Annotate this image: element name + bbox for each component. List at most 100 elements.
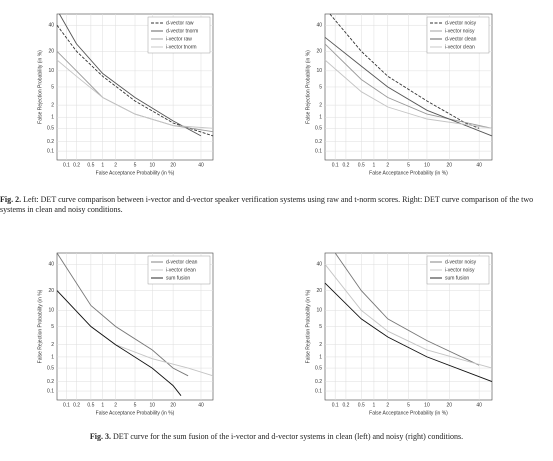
y-tick-label: 40 — [48, 23, 54, 29]
y-tick-label: 5 — [319, 84, 322, 90]
y-tick-label: 0.2 — [315, 379, 322, 385]
legend-label: i-vector clean — [166, 267, 196, 273]
x-tick-label: 0.2 — [73, 162, 80, 168]
y-axis-label: False Rejection Probability (in %) — [37, 50, 43, 124]
x-tick-label: 1 — [373, 402, 376, 408]
det-curve — [324, 282, 493, 383]
legend-label: i-vector noisy — [445, 267, 475, 273]
det-curve — [324, 264, 493, 369]
x-tick-label: 0.1 — [63, 402, 70, 408]
det-chart: 0.1 0.2 0.5 1 2 5 10 20 400.10.20.5125102040Fals… — [305, 252, 493, 416]
caption-text: Left: DET curve comparison between i-vec… — [0, 195, 534, 214]
x-tick-label: 40 — [198, 162, 204, 168]
y-tick-label: 1 — [51, 115, 54, 121]
y-tick-label: 40 — [316, 262, 322, 268]
x-tick-label: 10 — [149, 402, 155, 408]
y-tick-label: 40 — [48, 262, 54, 268]
x-tick-label: 2 — [114, 402, 117, 408]
x-axis-label: False Acceptance Probability (in %) — [369, 410, 448, 416]
x-tick-label: 20 — [170, 162, 176, 168]
legend-label: i-vector tnorm — [166, 44, 197, 50]
x-tick-label: 2 — [114, 162, 117, 168]
x-tick-label: 20 — [447, 402, 453, 408]
y-tick-label: 1 — [51, 354, 54, 360]
x-tick-label: 2 — [386, 402, 389, 408]
det-chart: 0.1 0.2 0.5 1 2 5 10 20 400.10.20.5125102040Fals… — [305, 13, 493, 176]
x-tick-label: 0.1 — [63, 162, 70, 168]
y-tick-label: 5 — [319, 324, 322, 330]
y-tick-label: 2 — [319, 342, 322, 348]
det-curve — [59, 13, 202, 137]
legend-label: d-vector noisy — [445, 259, 477, 265]
legend: d-vector clean i-vector clean sum fusion — [147, 255, 211, 285]
x-tick-label: 40 — [198, 402, 204, 408]
x-tick-label: 2 — [386, 162, 389, 168]
y-tick-label: 2 — [319, 102, 322, 108]
legend-label: i-vector raw — [166, 36, 192, 42]
legend-label: sum fusion — [445, 275, 469, 281]
y-tick-label: 0.1 — [47, 388, 54, 394]
x-tick-label: 0.2 — [342, 402, 349, 408]
x-tick-label: 0.2 — [342, 162, 349, 168]
legend-label: i-vector clean — [445, 44, 475, 50]
y-tick-label: 5 — [51, 84, 54, 90]
legend-label: d-vector noisy — [445, 20, 477, 26]
y-tick-label: 1 — [319, 115, 322, 121]
caption: Fig. 3. DET curve for the sum fusion of … — [0, 432, 553, 442]
y-axis-label: False Rejection Probability (in %) — [305, 289, 311, 363]
y-tick-label: 20 — [316, 288, 322, 294]
y-tick-label: 0.1 — [315, 148, 322, 154]
x-tick-label: 40 — [476, 402, 482, 408]
y-tick-label: 10 — [48, 68, 54, 74]
x-tick-label: 1 — [101, 162, 104, 168]
x-tick-label: 20 — [447, 162, 453, 168]
y-tick-label: 0.1 — [47, 148, 54, 154]
caption-label: Fig. 3. — [89, 432, 111, 441]
x-tick-label: 1 — [373, 162, 376, 168]
y-tick-label: 0.1 — [315, 388, 322, 394]
y-tick-label: 0.5 — [315, 365, 322, 371]
legend: d-vector noisy i-vector noisy d-vector cle… — [426, 16, 490, 54]
x-axis-label: False Acceptance Probability (in %) — [96, 170, 175, 176]
x-tick-label: 0.1 — [332, 402, 339, 408]
x-tick-label: 40 — [476, 162, 482, 168]
y-tick-label: 0.5 — [47, 365, 54, 371]
y-tick-label: 2 — [51, 102, 54, 108]
y-tick-label: 10 — [316, 308, 322, 314]
y-tick-label: 0.2 — [47, 379, 54, 385]
y-tick-label: 2 — [51, 342, 54, 348]
det-curve — [56, 59, 214, 129]
legend-label: d-vector raw — [166, 20, 194, 26]
y-tick-label: 20 — [48, 288, 54, 294]
det-curve — [56, 24, 214, 137]
y-tick-label: 5 — [51, 324, 54, 330]
det-curve — [324, 59, 493, 129]
det-curve — [56, 252, 189, 377]
legend-label: d-vector clean — [445, 36, 477, 42]
det-chart: 0.1 0.2 0.5 1 2 5 10 20 400.10.20.5125102040Fals… — [37, 252, 214, 416]
legend-label: d-vector clean — [166, 259, 198, 265]
x-tick-label: 0.5 — [87, 402, 94, 408]
x-tick-label: 5 — [407, 402, 410, 408]
x-tick-label: 5 — [407, 162, 410, 168]
x-tick-label: 0.5 — [87, 162, 94, 168]
legend-label: sum fusion — [166, 275, 190, 281]
det-curve — [56, 290, 182, 396]
y-tick-label: 1 — [319, 354, 322, 360]
caption-text: DET curve for the sum fusion of the i-ve… — [112, 432, 464, 441]
x-tick-label: 0.5 — [358, 402, 365, 408]
caption-label: Fig. 2. — [0, 195, 22, 204]
x-tick-label: 10 — [424, 402, 430, 408]
x-tick-label: 0.5 — [358, 162, 365, 168]
legend-label: d-vector tnorm — [166, 28, 198, 34]
x-tick-label: 10 — [424, 162, 430, 168]
y-tick-label: 0.5 — [47, 126, 54, 132]
legend: d-vector raw d-vector tnorm i-vector raw i-… — [147, 16, 211, 54]
legend-label: i-vector noisy — [445, 28, 475, 34]
x-tick-label: 20 — [170, 402, 176, 408]
caption: Fig. 2. Left: DET curve comparison betwe… — [0, 195, 553, 215]
x-tick-label: 1 — [101, 402, 104, 408]
y-tick-label: 10 — [316, 68, 322, 74]
